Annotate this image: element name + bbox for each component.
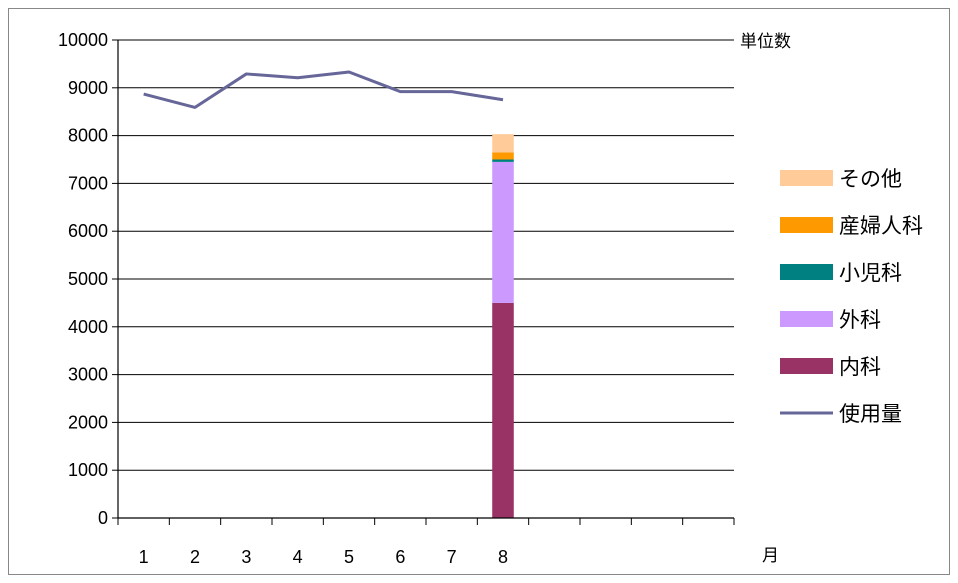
line-series-path [143, 70, 504, 109]
x-tick-label: 7 [447, 547, 457, 567]
legend-swatch [780, 170, 833, 186]
y-tick-label: 4000 [68, 317, 108, 337]
y-tick-label: 7000 [68, 173, 108, 193]
y-tick-label: 5000 [68, 269, 108, 289]
x-axis-unit-label: 月 [762, 546, 779, 565]
y-tick-label: 0 [98, 508, 108, 528]
bar-segment [492, 159, 514, 162]
x-tick-label: 8 [498, 547, 508, 567]
bar-segment [492, 152, 514, 160]
y-axis-unit-label: 単位数 [740, 32, 791, 51]
legend-label: 産婦人科 [839, 215, 923, 238]
x-tick-label: 3 [241, 547, 251, 567]
legend-swatch [780, 311, 833, 327]
bars [492, 134, 514, 518]
legend-swatch [780, 264, 833, 280]
gridlines [118, 39, 734, 471]
legend-swatch [780, 358, 833, 374]
bar-segment [492, 302, 514, 518]
legend-label: その他 [839, 168, 902, 191]
x-tick-label: 5 [344, 547, 354, 567]
legend-label: 内科 [839, 356, 881, 379]
y-tick-label: 8000 [68, 126, 108, 146]
x-tick-label: 2 [190, 547, 200, 567]
legend-swatch [780, 217, 833, 233]
legend-label: 小児科 [839, 262, 902, 285]
y-tick-label: 9000 [68, 78, 108, 98]
axes [112, 39, 735, 525]
x-tick-label: 4 [293, 547, 303, 567]
legend-label: 使用量 [839, 403, 902, 426]
x-tick-label: 1 [139, 547, 149, 567]
x-tick-label: 6 [395, 547, 405, 567]
y-tick-label: 3000 [68, 365, 108, 385]
line-series [143, 70, 504, 109]
chart-frame [8, 8, 950, 575]
legend-label: 外科 [839, 309, 881, 332]
y-tick-label: 10000 [58, 30, 108, 50]
y-tick-label: 1000 [68, 460, 108, 480]
bar-segment [492, 134, 514, 153]
bar-segment [492, 161, 514, 303]
tick-labels: 0 1000 2000 3000 4000 5000 6000 7000 8000 9000 100… [58, 30, 508, 567]
y-tick-label: 2000 [68, 412, 108, 432]
y-tick-label: 6000 [68, 221, 108, 241]
